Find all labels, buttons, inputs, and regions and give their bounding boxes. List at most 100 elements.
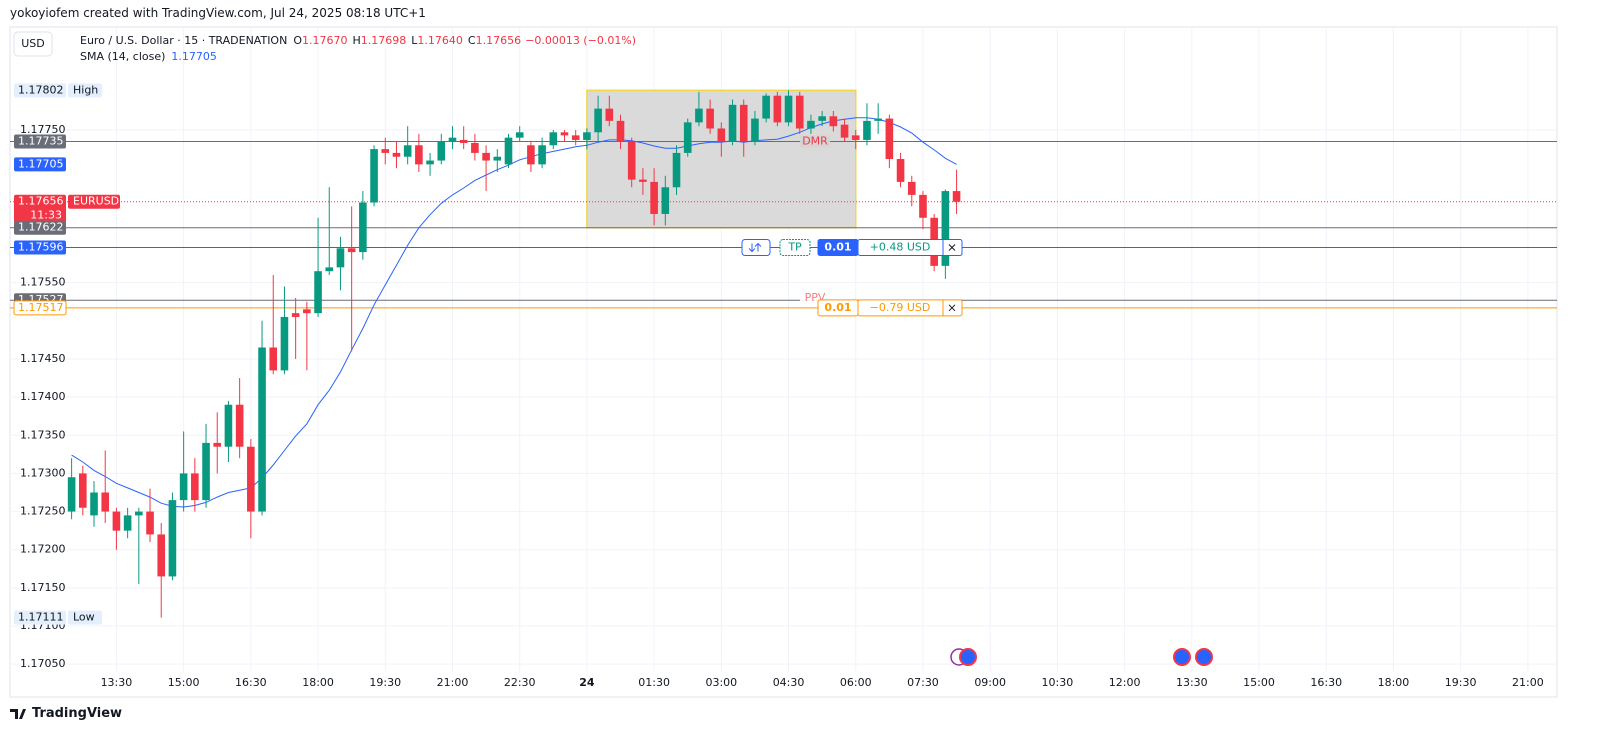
candle-body [202,442,210,501]
legend-key: L [411,34,418,47]
x-tick-label: 15:00 [1243,676,1275,689]
footer-brand: TradingView [32,706,123,721]
indicator-name: SMA (14, close) [80,50,165,63]
candle-body [952,191,961,202]
candle-body [594,108,602,133]
chart-frame [9,26,1558,698]
x-tick-label: 09:00 [974,676,1006,689]
candle-body [101,492,110,512]
x-tick-label: 16:30 [1310,676,1342,689]
candle-body [213,442,222,447]
candle-body [739,104,748,142]
order-tag-box [779,239,811,257]
candle-body [224,404,233,447]
event-icon[interactable] [959,648,977,666]
price-badge [14,83,66,98]
legend-value: 1.17640 [417,34,463,47]
candle-body [784,95,793,123]
candle-body [515,132,524,138]
candle-body [683,122,692,153]
x-tick-label: 13:30 [1176,676,1208,689]
candle-body [135,511,143,516]
price-badge [14,157,66,172]
candle-body [807,120,815,129]
candle-body [639,179,647,182]
y-tick-label: 1.17150 [20,581,66,594]
currency-button-label[interactable]: USD [21,37,45,50]
candle-body [471,142,479,153]
candle-body [941,191,950,266]
order-icon [748,242,762,253]
candle-body [235,404,244,447]
price-tag-label: Low [73,611,95,624]
x-tick-label: 07:30 [907,676,939,689]
candle-body [717,128,726,142]
legend-symbol: Euro / U.S. Dollar · 15 · TRADENATION [80,34,287,47]
candle-body [885,118,894,160]
candle-body [728,104,737,142]
line-note: DMR [802,134,828,147]
legend-value: 1.17698 [361,34,407,47]
x-tick-label: 19:30 [369,676,401,689]
candle-body [527,145,535,165]
candle-body [560,132,569,136]
candle-body [448,137,457,142]
x-tick-label: 03:00 [705,676,737,689]
candle-body [291,313,300,317]
x-tick-label: 19:30 [1445,676,1477,689]
order-close[interactable] [948,304,956,312]
candle-body [493,156,502,161]
candle-body [370,149,378,203]
candle-body [840,124,849,138]
y-tick-label: 1.17350 [20,428,66,441]
y-tick-label: 1.17750 [20,123,66,136]
candle-body [773,95,782,123]
order-pnl: −0.79 USD [870,301,931,314]
price-badge-label: 1.17622 [18,221,64,234]
note-bg [800,135,830,148]
candle-body [179,473,188,501]
range-box [586,89,857,229]
candle-body [415,145,423,165]
x-tick-label: 16:30 [235,676,267,689]
x-tick-label: 10:30 [1042,676,1074,689]
x-tick-label: 22:30 [504,676,536,689]
candle-body [482,152,490,161]
candle-body [874,118,882,121]
price-badge-label: 1.17517 [18,301,64,314]
candle-body [191,473,199,501]
candle-body [90,492,98,516]
legend-key: H [353,34,361,47]
candle-body [123,515,132,531]
candle-body [751,118,759,142]
candle-body [706,108,714,129]
zone-layer [586,89,857,229]
event-icon[interactable] [1173,648,1191,666]
currency-button[interactable] [13,31,53,57]
logo-mark [10,709,26,719]
candle-body [79,473,87,508]
candle-body [829,116,838,127]
candle-body [146,511,154,535]
price-badge [13,300,67,316]
order-close[interactable] [948,244,956,251]
price-badge-label: 1.17735 [18,134,64,147]
y-tick-label: 1.17450 [20,352,66,365]
y-tick-label: 1.17200 [20,543,66,556]
candle-body [258,347,266,512]
y-tick-label: 1.17250 [20,505,66,518]
order-icon-box [741,239,771,257]
candle-body [336,248,345,268]
candle-body [795,95,804,129]
candle-body [426,160,434,165]
price-badge-label: 1.17705 [18,157,64,170]
candle-body [616,120,625,142]
candle-body [303,309,311,314]
candle-body [851,135,860,140]
candle-layer [67,90,961,618]
event-icon[interactable] [1195,648,1213,666]
candle-body [661,187,670,214]
candle-body [392,152,401,157]
